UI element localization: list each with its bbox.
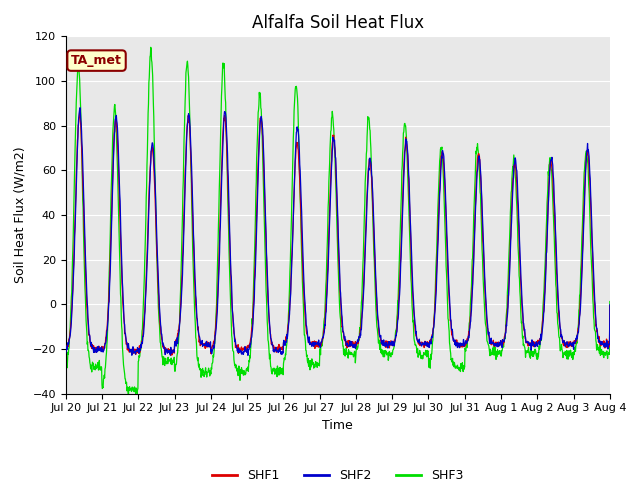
Legend: SHF1, SHF2, SHF3: SHF1, SHF2, SHF3 bbox=[207, 465, 469, 480]
Line: SHF1: SHF1 bbox=[66, 112, 610, 355]
Text: TA_met: TA_met bbox=[71, 54, 122, 67]
SHF3 bbox=[184, 58, 191, 64]
SHF2 bbox=[62, 350, 70, 356]
Title: Alfalfa Soil Heat Flux: Alfalfa Soil Heat Flux bbox=[252, 14, 424, 32]
SHF3 bbox=[62, 356, 70, 362]
SHF2 bbox=[76, 105, 84, 110]
SHF1 bbox=[184, 120, 191, 126]
SHF1 bbox=[167, 352, 175, 358]
Line: SHF3: SHF3 bbox=[66, 48, 610, 396]
SHF2 bbox=[423, 343, 431, 349]
SHF2 bbox=[244, 347, 252, 353]
SHF3 bbox=[170, 354, 178, 360]
SHF1 bbox=[423, 342, 431, 348]
Y-axis label: Soil Heat Flux (W/m2): Soil Heat Flux (W/m2) bbox=[14, 146, 27, 283]
SHF1 bbox=[542, 263, 550, 268]
SHF2 bbox=[606, 302, 614, 308]
SHF1 bbox=[606, 303, 614, 309]
SHF1 bbox=[244, 342, 252, 348]
SHF3 bbox=[147, 45, 155, 50]
SHF2 bbox=[170, 348, 178, 353]
SHF1 bbox=[62, 342, 70, 348]
SHF1 bbox=[494, 343, 502, 349]
SHF3 bbox=[542, 234, 550, 240]
SHF3 bbox=[494, 351, 502, 357]
SHF3 bbox=[606, 299, 614, 304]
SHF3 bbox=[125, 394, 132, 399]
SHF1 bbox=[170, 350, 178, 356]
SHF3 bbox=[244, 369, 252, 374]
SHF2 bbox=[183, 128, 191, 134]
SHF2 bbox=[542, 266, 550, 272]
SHF3 bbox=[423, 354, 431, 360]
X-axis label: Time: Time bbox=[323, 419, 353, 432]
SHF1 bbox=[76, 109, 83, 115]
SHF2 bbox=[494, 340, 502, 346]
Line: SHF2: SHF2 bbox=[66, 108, 610, 355]
SHF2 bbox=[244, 352, 252, 358]
